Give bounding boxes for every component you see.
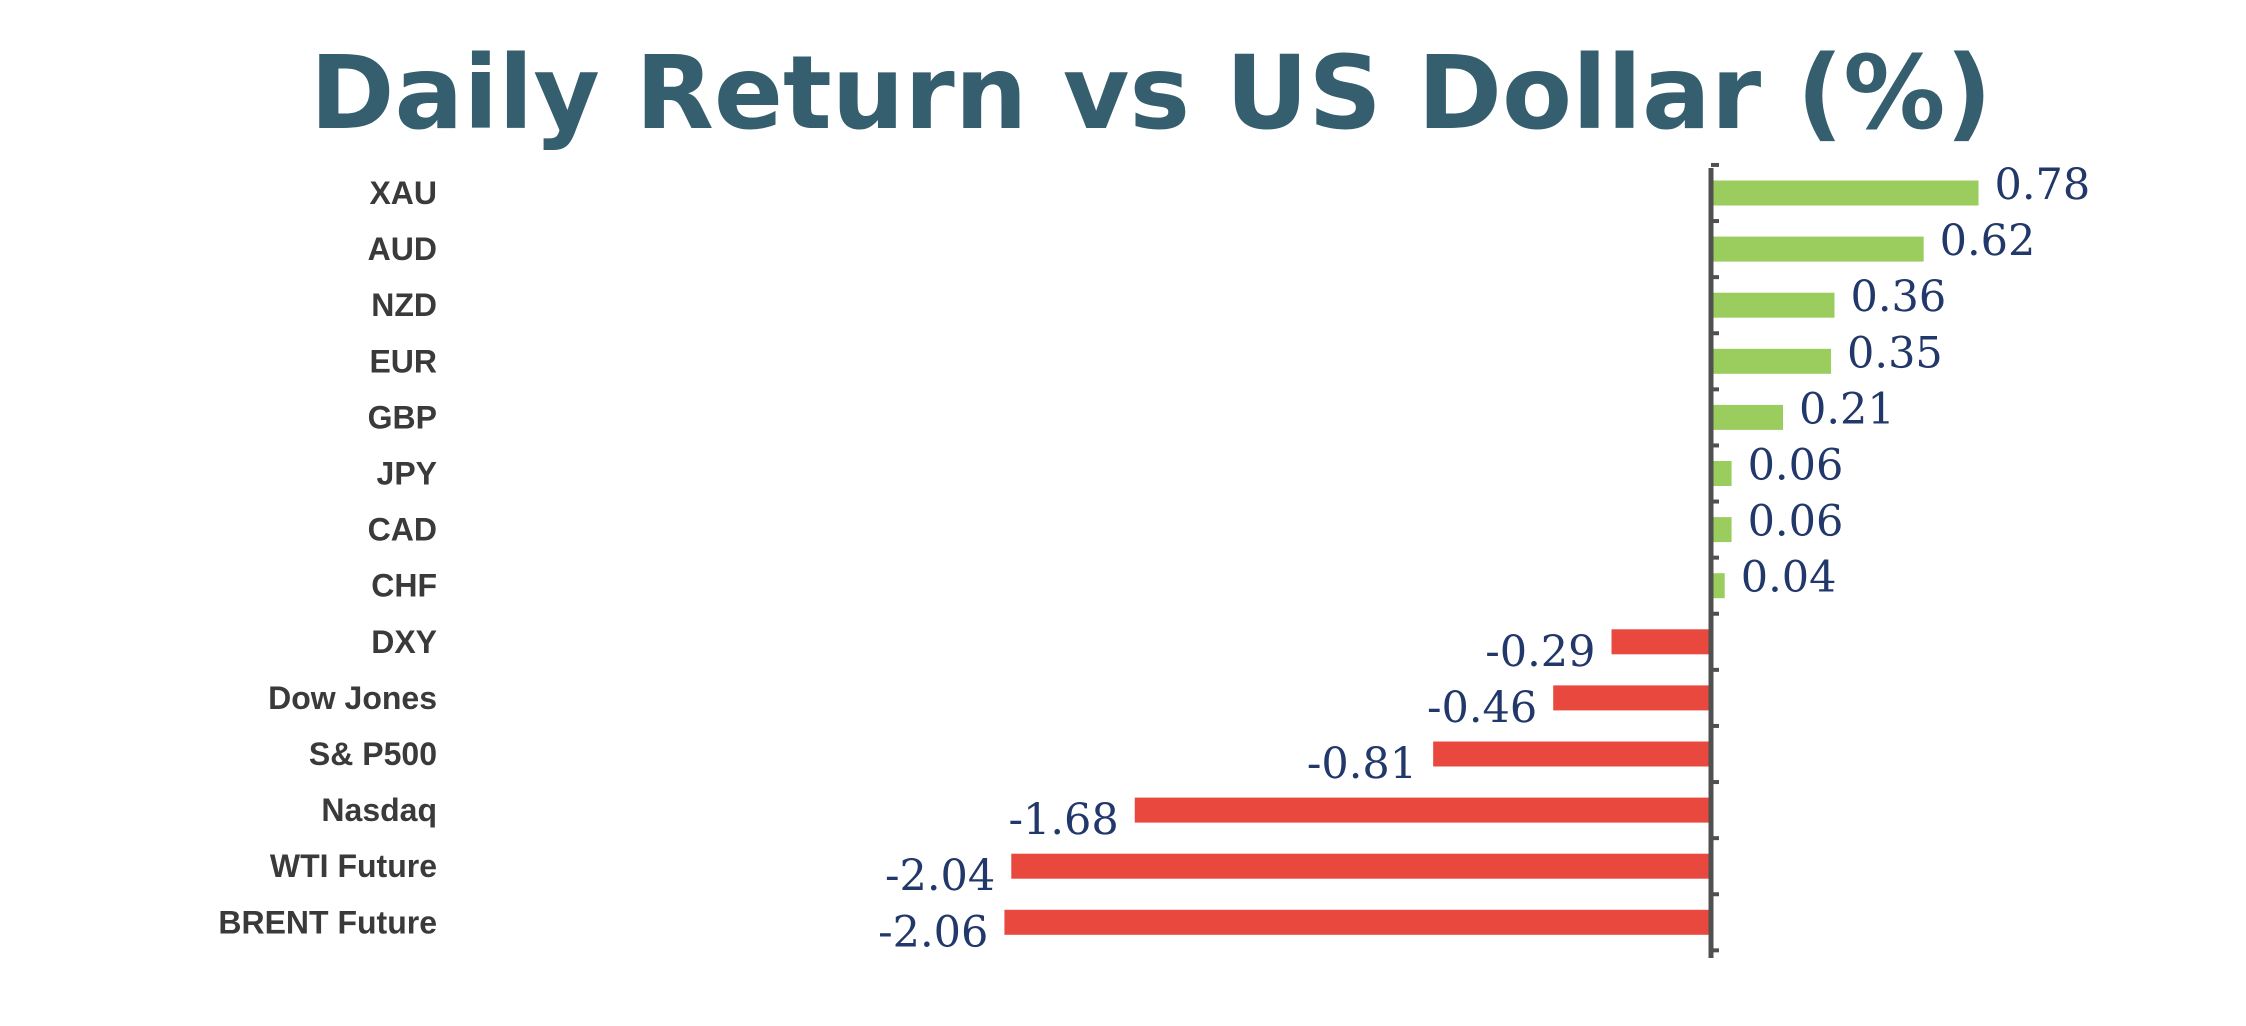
value-label-cad: 0.06 (1748, 497, 1844, 547)
category-label-cad: CAD (368, 512, 437, 548)
category-labels-group: XAU AUD NZD EUR GBP JPY CAD CHF DXY Dow Jones S& P… (218, 175, 437, 940)
bar-dxy (1611, 629, 1711, 655)
zero-axis-group (1708, 162, 1719, 958)
bars-group (1004, 180, 1979, 935)
category-label-gbp: GBP (368, 399, 437, 435)
bar-chf (1711, 573, 1725, 599)
value-label-wti-future: -2.04 (885, 851, 995, 901)
category-label-jpy: JPY (377, 456, 437, 492)
bar-jpy (1711, 461, 1732, 486)
value-label-xau: 0.78 (1995, 160, 2091, 210)
bar-eur (1711, 348, 1832, 374)
value-labels-group: 0.78 0.62 0.36 0.35 0.21 0.06 0.06 0.04 -0.29 -0.… (878, 160, 2090, 957)
bar-s-p500 (1433, 741, 1711, 767)
chart-title: Daily Return vs US Dollar (%) (310, 34, 1992, 153)
bar-nzd (1711, 292, 1835, 318)
bar-xau (1711, 180, 1979, 206)
value-label-brent-future: -2.06 (878, 907, 988, 957)
value-label-aud: 0.62 (1940, 216, 2036, 266)
value-label-chf: 0.04 (1741, 553, 1837, 603)
value-label-nasdaq: -1.68 (1008, 795, 1118, 845)
bar-wti-future (1011, 853, 1711, 879)
value-label-gbp: 0.21 (1799, 384, 1895, 434)
value-label-dxy: -0.29 (1485, 627, 1595, 677)
value-label-jpy: 0.06 (1748, 441, 1844, 491)
bar-aud (1711, 236, 1924, 262)
bar-gbp (1711, 404, 1784, 430)
bar-nasdaq (1134, 797, 1711, 823)
category-label-brent-future: BRENT Future (218, 904, 437, 940)
category-label-nasdaq: Nasdaq (321, 792, 437, 828)
category-label-chf: CHF (371, 568, 437, 604)
bar-cad (1711, 517, 1732, 543)
value-label-eur: 0.35 (1847, 328, 1943, 378)
category-label-xau: XAU (369, 175, 437, 211)
value-label-dow-jones: -0.46 (1427, 683, 1537, 733)
category-label-eur: EUR (369, 343, 437, 379)
category-label-dow-jones: Dow Jones (268, 680, 437, 716)
category-label-wti-future: WTI Future (270, 848, 437, 884)
value-label-nzd: 0.36 (1850, 272, 1946, 322)
value-label-s-p500: -0.81 (1307, 739, 1417, 789)
category-label-nzd: NZD (371, 287, 437, 323)
category-label-dxy: DXY (371, 624, 437, 660)
category-label-s-p500: S& P500 (309, 736, 437, 772)
category-label-aud: AUD (368, 231, 437, 267)
bar-brent-future (1004, 909, 1711, 935)
bar-dow-jones (1553, 685, 1711, 711)
